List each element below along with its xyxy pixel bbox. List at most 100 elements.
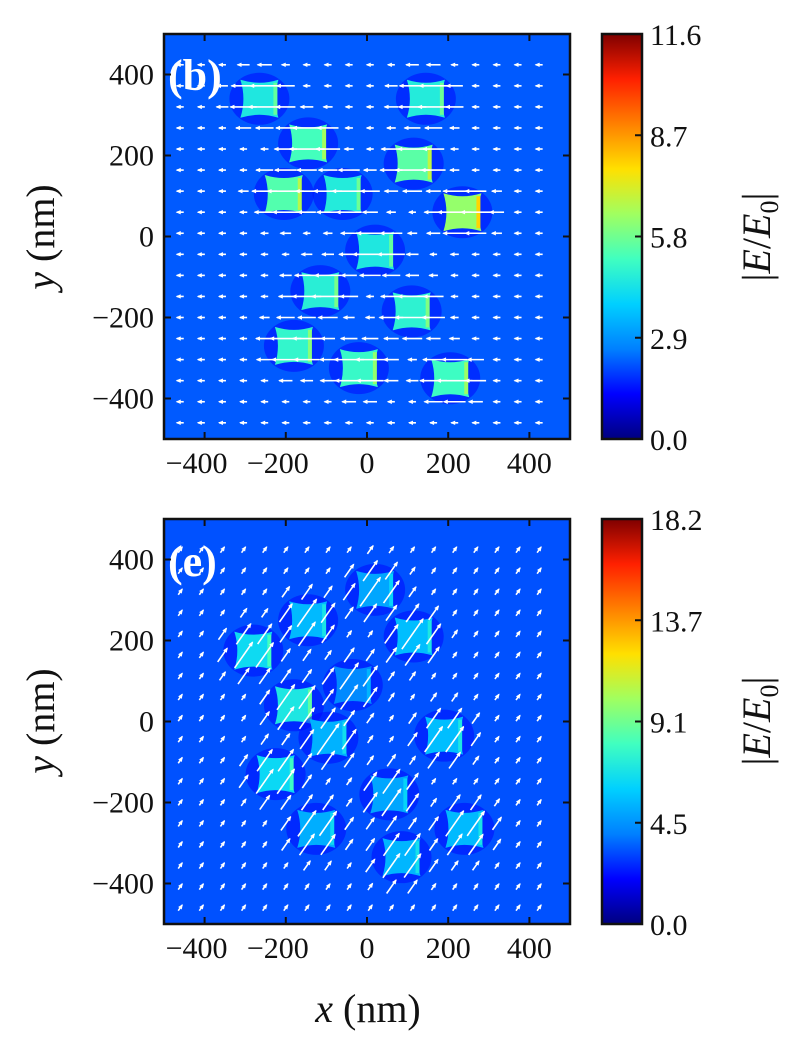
field-arrow <box>442 231 467 236</box>
nanostructure-edge-hotspot <box>322 604 327 637</box>
field-arrow <box>362 791 378 813</box>
field-arrow <box>196 104 205 110</box>
nanostructure-body <box>339 349 378 388</box>
field-arrow <box>427 646 440 664</box>
field-arrow <box>262 883 268 891</box>
nanostructure <box>278 594 339 647</box>
field-arrow <box>260 607 269 618</box>
field-arrow <box>320 750 336 771</box>
field-arrow <box>283 546 289 554</box>
field-arrow <box>534 62 543 67</box>
field-arrow <box>175 399 184 404</box>
field-arrow <box>281 837 291 851</box>
field-arrow <box>281 732 291 746</box>
field-arrow <box>407 879 418 894</box>
field-arrow <box>217 231 226 236</box>
field-arrow <box>423 399 443 404</box>
field-arrow <box>361 336 379 341</box>
field-arrow <box>494 735 500 743</box>
nanostructure-body <box>274 326 313 365</box>
colorbar-tick-label: 11.6 <box>650 19 701 52</box>
cbar-title-bar-open-e: | <box>734 758 779 766</box>
field-arrow <box>494 777 500 785</box>
field-arrow <box>238 753 249 767</box>
field-arrow <box>366 755 375 766</box>
y-axis-unit-e: (nm) <box>18 668 63 756</box>
field-arrow <box>383 378 399 383</box>
field-arrow <box>323 83 332 89</box>
field-arrow <box>217 399 226 404</box>
nanostructure <box>371 831 432 884</box>
field-arrow <box>450 294 459 299</box>
field-arrow <box>196 188 205 194</box>
field-arrow <box>534 188 543 194</box>
y-axis-ticks-b: −400 −200 0 200 400 <box>92 59 570 416</box>
field-arrow <box>280 62 290 67</box>
field-arrow <box>536 609 542 617</box>
field-arrow <box>262 546 268 554</box>
x-axis-var-e: x <box>314 986 333 1031</box>
field-arrow <box>240 735 247 743</box>
field-arrow <box>299 104 314 110</box>
colorbar-title-e: |E/E0| <box>734 676 784 765</box>
y-tick-label: 400 <box>109 544 154 577</box>
field-arrow <box>356 231 384 236</box>
field-arrow <box>219 693 226 701</box>
field-arrow <box>217 146 226 152</box>
field-arrow <box>175 315 184 320</box>
x-axis-ticks-e: −400 −200 0 200 400 <box>166 519 552 965</box>
field-arrow <box>239 273 248 278</box>
field-arrow <box>339 294 359 299</box>
field-arrow <box>262 861 268 870</box>
field-arrow <box>325 567 331 575</box>
nanostructure-body <box>356 231 395 270</box>
field-arrow <box>515 609 521 617</box>
field-arrow <box>219 861 226 870</box>
field-arrow <box>343 647 355 663</box>
field-arrow <box>492 838 502 851</box>
field-arrow <box>384 83 398 89</box>
field-arrow <box>492 399 501 404</box>
x-tick-label: −200 <box>247 447 309 480</box>
field-arrow <box>513 146 522 152</box>
field-arrow <box>365 294 374 299</box>
field-arrow <box>280 668 292 684</box>
field-arrow <box>325 546 331 554</box>
field-arrow <box>379 231 403 236</box>
field-arrow <box>217 357 226 362</box>
field-arrow <box>425 336 441 341</box>
field-arrow <box>321 667 335 685</box>
nanostructure <box>328 342 389 395</box>
field-arrow <box>534 315 543 320</box>
field-arrow <box>346 861 352 870</box>
field-arrow <box>256 623 273 645</box>
field-arrow <box>442 399 466 404</box>
field-arrow <box>494 546 500 554</box>
panel-label-b: (b) <box>168 51 222 100</box>
field-arrow <box>536 904 542 912</box>
field-arrow <box>198 672 205 680</box>
nanostructure-body <box>240 79 279 118</box>
field-arrow <box>259 710 270 726</box>
field-arrow <box>382 357 399 362</box>
field-arrow <box>217 420 226 425</box>
field-arrow <box>198 588 205 596</box>
field-arrow <box>239 252 248 257</box>
field-arrow <box>198 735 205 743</box>
field-arrow <box>536 567 542 575</box>
field-arrow <box>198 630 205 638</box>
y-tick-label: −200 <box>92 302 154 335</box>
field-arrow <box>534 210 543 215</box>
field-arrow <box>196 62 205 67</box>
field-arrow <box>492 273 501 278</box>
field-arrow <box>296 210 316 215</box>
field-arrow <box>494 693 500 701</box>
field-arrow <box>365 648 375 662</box>
field-arrow <box>323 399 332 404</box>
field-arrow <box>536 651 542 659</box>
field-arrow <box>339 662 359 690</box>
field-arrow <box>240 819 247 827</box>
field-arrow <box>471 273 480 278</box>
field-arrow <box>276 683 296 711</box>
field-arrow <box>515 777 521 785</box>
